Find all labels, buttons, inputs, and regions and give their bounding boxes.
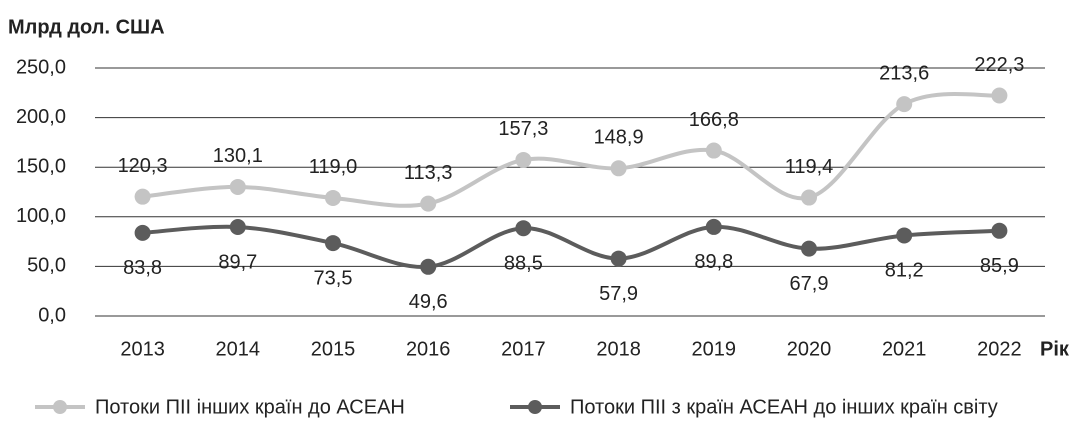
x-tick-label: 2017 [501, 338, 546, 360]
data-label: 166,8 [689, 109, 739, 131]
point [134, 188, 151, 205]
data-label: 85,9 [980, 255, 1019, 277]
data-label: 57,9 [599, 283, 638, 305]
x-tick-label: 2019 [692, 338, 737, 360]
data-label: 73,5 [314, 267, 353, 289]
data-label: 119,0 [309, 156, 358, 178]
legend-label: Потоки ПІІ інших країн до АСЕАН [95, 396, 405, 418]
point [515, 151, 532, 168]
x-tick-label: 2022 [977, 338, 1022, 360]
point [801, 189, 817, 206]
point [991, 222, 1008, 239]
legend-marker [53, 400, 67, 414]
data-label: 120,3 [118, 155, 168, 177]
data-label: 88,5 [504, 252, 543, 274]
x-tick-label: 2021 [882, 338, 927, 360]
data-label: 130,1 [213, 145, 263, 167]
data-label: 81,2 [885, 260, 924, 282]
point [325, 235, 341, 252]
data-label: 113,3 [404, 162, 453, 184]
point [420, 195, 437, 212]
point [801, 240, 817, 257]
point [420, 258, 437, 275]
point [896, 227, 913, 244]
point [610, 160, 627, 177]
y-tick-label: 250,0 [16, 56, 66, 78]
series-line [142, 224, 1000, 269]
series-line [142, 91, 1000, 208]
x-tick-label: 2016 [406, 338, 451, 360]
x-axis-title: Рік [1040, 338, 1070, 360]
point [991, 87, 1008, 104]
point [610, 250, 627, 267]
data-label: 213,6 [879, 62, 929, 84]
point [325, 189, 341, 206]
point [896, 96, 913, 113]
x-tick-label: 2015 [311, 338, 356, 360]
y-tick-label: 0,0 [38, 304, 66, 326]
legend-label: Потоки ПІІ з країн АСЕАН до інших країн … [570, 396, 998, 418]
point [134, 224, 151, 241]
x-tick-label: 2020 [787, 338, 832, 360]
data-label: 49,6 [409, 291, 448, 313]
point [229, 178, 246, 195]
y-tick-label: 50,0 [27, 255, 66, 277]
data-label: 89,7 [218, 251, 257, 273]
x-tick-label: 2013 [120, 338, 165, 360]
data-label: 222,3 [974, 54, 1024, 76]
data-label: 148,9 [594, 127, 644, 149]
y-tick-label: 100,0 [16, 205, 66, 227]
y-axis-title: Млрд дол. США [8, 16, 165, 38]
data-label: 67,9 [790, 273, 829, 295]
point [705, 142, 722, 159]
y-tick-label: 200,0 [16, 106, 66, 128]
x-tick-label: 2018 [596, 338, 641, 360]
x-tick-label: 2014 [216, 338, 261, 360]
point [705, 218, 722, 235]
data-label: 89,8 [694, 251, 733, 273]
point [515, 220, 532, 237]
data-label: 157,3 [498, 118, 548, 140]
data-label: 119,4 [785, 156, 834, 178]
legend-marker [528, 400, 542, 414]
y-tick-label: 150,0 [16, 155, 66, 177]
data-label: 83,8 [123, 257, 162, 279]
point [229, 219, 246, 236]
